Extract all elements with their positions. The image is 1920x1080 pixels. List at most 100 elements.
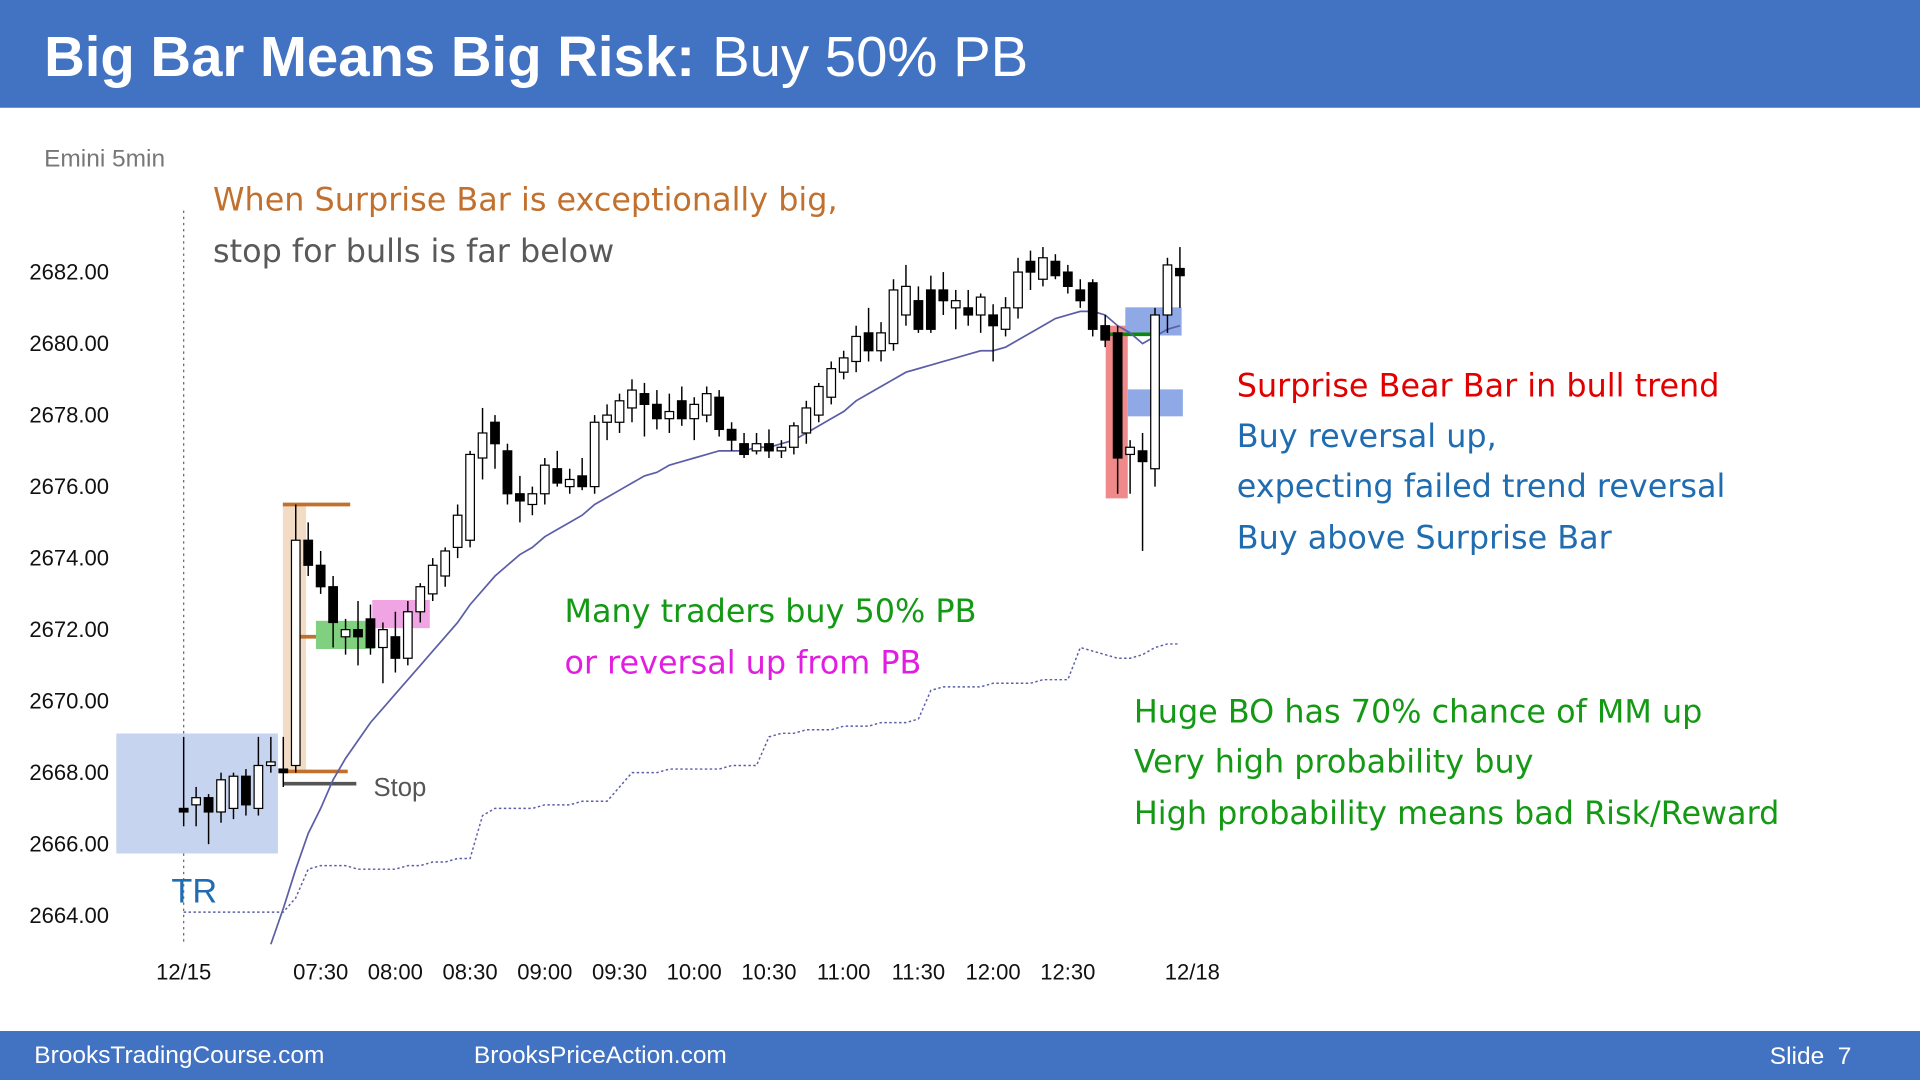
y-tick-label: 2670.00 [29, 688, 109, 713]
candle-body [253, 764, 264, 810]
candle-body [925, 289, 936, 330]
candle-body [1062, 271, 1073, 287]
candle-body [1112, 332, 1123, 459]
candle-body [1162, 264, 1173, 316]
candle-body [676, 400, 687, 420]
candle-body [402, 611, 413, 659]
annotation: Buy reversal up, [1237, 417, 1497, 455]
candle-body [913, 300, 924, 330]
x-tick-label: 09:00 [517, 960, 572, 985]
candle-body [1050, 260, 1061, 277]
annotation: or reversal up from PB [564, 643, 921, 681]
x-tick-label: 11:00 [817, 960, 871, 985]
candle-body [427, 564, 438, 595]
candle-body [452, 514, 463, 549]
candle-body [651, 403, 662, 420]
x-tick-label: 07:30 [293, 960, 348, 985]
annotation: stop for bulls is far below [213, 232, 614, 270]
candle-body [527, 493, 538, 506]
indicator-line [183, 643, 1180, 913]
candle-body [515, 493, 525, 502]
candle-body [552, 468, 563, 484]
candle-body [863, 332, 874, 352]
candle-body [490, 421, 500, 445]
candle-body [1100, 325, 1111, 341]
candle-body [975, 296, 986, 316]
y-tick-label: 2666.00 [29, 832, 109, 857]
annotation: Huge BO has 70% chance of MM up [1134, 692, 1702, 730]
y-tick-label: 2676.00 [29, 474, 109, 499]
candle-body [1087, 282, 1098, 330]
highlights [116, 210, 1183, 946]
annotation: Very high probability buy [1134, 743, 1534, 781]
x-tick-label: 12/15 [156, 960, 211, 985]
candle-body [751, 443, 762, 452]
candle-body [901, 285, 911, 316]
y-tick-label: 2664.00 [29, 903, 109, 928]
candle-body [477, 432, 488, 459]
candle-body [415, 586, 426, 613]
candle-body [764, 443, 774, 452]
footer-center: BrooksPriceAction.com [474, 1042, 727, 1069]
candle-body [1137, 450, 1148, 463]
header-band [0, 0, 1920, 108]
x-tick-label: 12:30 [1040, 960, 1095, 985]
footer-band [0, 1031, 1920, 1080]
candle-body [228, 775, 239, 810]
candle-body [726, 428, 737, 441]
x-tick-label: 11:30 [892, 960, 946, 985]
candle-body [1038, 257, 1048, 280]
candle-body [1150, 314, 1160, 470]
candle-body [178, 807, 189, 813]
slide-title: Big Bar Means Big Risk: Buy 50% PB [44, 25, 1028, 88]
candle-body [701, 393, 712, 416]
y-tick-label: 2672.00 [29, 617, 109, 642]
candle-body [851, 335, 862, 363]
candle-body [390, 636, 401, 659]
candle-body [539, 464, 550, 495]
x-tick-label: 10:00 [667, 960, 722, 985]
title-rest: Buy 50% PB [712, 25, 1028, 88]
candle-body [714, 396, 725, 431]
candle-body [801, 407, 812, 434]
candle-body [340, 629, 351, 638]
annotation: Buy above Surprise Bar [1237, 519, 1613, 557]
candle-body [378, 629, 388, 649]
x-tick-label: 08:00 [368, 960, 423, 985]
candle-body [938, 289, 949, 302]
candle-body [278, 768, 289, 774]
candle-body [813, 385, 824, 416]
candle-body [838, 357, 849, 373]
slide-number: Slide 7 [1770, 1043, 1852, 1070]
x-tick-label: 08:30 [443, 960, 498, 985]
annotation: TR [171, 872, 217, 910]
candle-body [502, 450, 513, 495]
candle-body [614, 400, 625, 423]
annotation: High probability means bad Risk/Reward [1134, 794, 1779, 832]
y-tick-label: 2668.00 [29, 760, 109, 785]
annotation: When Surprise Bar is exceptionally big, [213, 181, 838, 219]
candle-body [639, 393, 650, 405]
candle-body [1000, 307, 1011, 330]
candle-body [241, 775, 251, 806]
candle-body [689, 403, 700, 420]
annotation: expecting failed trend reversal [1237, 467, 1726, 505]
candle-body [328, 586, 339, 624]
candle-body [191, 797, 202, 806]
candle-body [888, 289, 899, 345]
candle-body [950, 300, 961, 309]
y-tick-label: 2674.00 [29, 545, 109, 570]
candle-body [440, 550, 451, 577]
candle-body [216, 779, 226, 813]
candle-body [876, 332, 886, 352]
x-tick-label: 10:30 [741, 960, 796, 985]
candle-body [627, 389, 637, 409]
candle-body [265, 761, 276, 767]
x-tick-label: 12:00 [966, 960, 1021, 985]
candle-body [589, 421, 600, 488]
candle-body [577, 475, 588, 488]
annotation: Many traders buy 50% PB [564, 592, 976, 630]
candle-body [564, 478, 575, 488]
